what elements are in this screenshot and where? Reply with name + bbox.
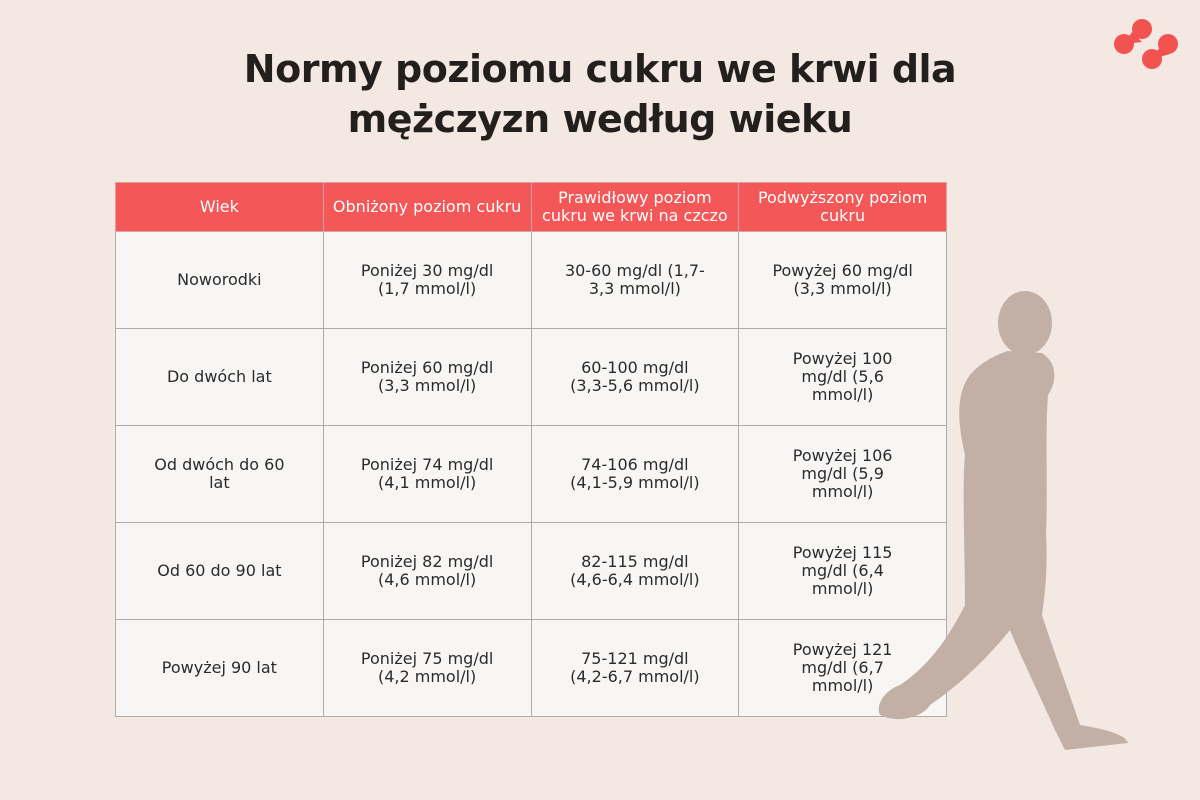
table-cell: Powyżej 115 mg/dl (6,4 mmol/l) (738, 522, 947, 620)
table-cell: Noworodki (115, 231, 324, 329)
table-cell: Poniżej 60 mg/dl (3,3 mmol/l) (322, 328, 532, 426)
page-title: Normy poziomu cukru we krwi dla mężczyzn… (0, 44, 1200, 144)
table-cell: Do dwóch lat (115, 328, 324, 426)
table-cell: 82-115 mg/dl (4,6-6,4 mmol/l) (530, 522, 740, 620)
column-header: Podwyższony poziom cukru (738, 182, 947, 232)
table-cell: Poniżej 75 mg/dl (4,2 mmol/l) (322, 619, 532, 717)
table-row: Do dwóch lat Poniżej 60 mg/dl (3,3 mmol/l… (115, 328, 947, 426)
walking-man-silhouette-icon (878, 291, 1128, 750)
table-row: Noworodki Poniżej 30 mg/dl (1,7 mmol/l) 30… (115, 231, 947, 329)
table-cell: Powyżej 106 mg/dl (5,9 mmol/l) (738, 425, 947, 523)
table-cell: Poniżej 82 mg/dl (4,6 mmol/l) (322, 522, 532, 620)
column-header: Wiek (115, 182, 324, 232)
table-cell: Powyżej 100 mg/dl (5,6 mmol/l) (738, 328, 947, 426)
blood-sugar-table: Wiek Obniżony poziom cukru Prawidłowy pozi… (115, 182, 947, 717)
four-drops-logo-icon (1114, 19, 1178, 69)
title-line-1: Normy poziomu cukru we krwi dla (243, 47, 957, 91)
table-cell: 30-60 mg/dl (1,7-3,3 mmol/l) (530, 231, 740, 329)
table-cell: 60-100 mg/dl (3,3-5,6 mmol/l) (530, 328, 740, 426)
table-row: Od 60 do 90 lat Poniżej 82 mg/dl (4,6 mmo… (115, 522, 947, 620)
title-line-2: mężczyzn według wieku (347, 97, 853, 141)
table-cell: Od 60 do 90 lat (115, 522, 324, 620)
table-cell: 74-106 mg/dl (4,1-5,9 mmol/l) (530, 425, 740, 523)
table-cell: Poniżej 30 mg/dl (1,7 mmol/l) (322, 231, 532, 329)
table-cell: Powyżej 90 lat (115, 619, 324, 717)
column-header: Obniżony poziom cukru (322, 182, 532, 232)
table-cell: Od dwóch do 60 lat (115, 425, 324, 523)
table-row: Od dwóch do 60 lat Poniżej 74 mg/dl (4,1 … (115, 425, 947, 523)
table-cell: Poniżej 74 mg/dl (4,1 mmol/l) (322, 425, 532, 523)
column-header: Prawidłowy poziom cukru we krwi na czczo (530, 182, 740, 232)
table-row: Powyżej 90 lat Poniżej 75 mg/dl (4,2 mmol… (115, 619, 947, 717)
table-cell: Powyżej 60 mg/dl (3,3 mmol/l) (738, 231, 947, 329)
table-header-row: Wiek Obniżony poziom cukru Prawidłowy pozi… (115, 182, 947, 232)
table-cell: 75-121 mg/dl (4,2-6,7 mmol/l) (530, 619, 740, 717)
